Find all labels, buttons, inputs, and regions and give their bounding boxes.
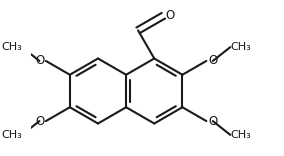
Text: CH₃: CH₃ bbox=[1, 130, 22, 140]
Text: CH₃: CH₃ bbox=[230, 42, 251, 52]
Text: O: O bbox=[208, 54, 217, 67]
Text: CH₃: CH₃ bbox=[230, 130, 251, 140]
Text: CH₃: CH₃ bbox=[1, 42, 22, 52]
Text: O: O bbox=[35, 115, 44, 128]
Text: O: O bbox=[208, 115, 217, 128]
Text: O: O bbox=[165, 9, 174, 22]
Text: O: O bbox=[35, 54, 44, 67]
